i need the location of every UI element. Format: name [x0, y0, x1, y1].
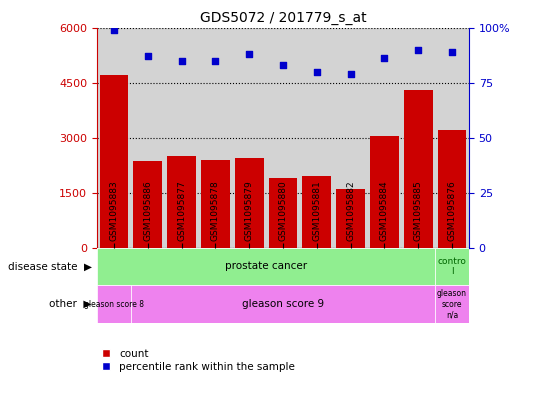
Point [448, 49, 457, 55]
FancyBboxPatch shape [131, 285, 435, 323]
Bar [167, 156, 196, 248]
Bar [438, 130, 466, 248]
Point [380, 55, 389, 61]
Bar [133, 162, 162, 248]
Bar [404, 90, 433, 248]
Text: prostate cancer: prostate cancer [225, 261, 307, 272]
FancyBboxPatch shape [435, 285, 469, 323]
Legend: count, percentile rank within the sample: count, percentile rank within the sample [102, 349, 295, 372]
FancyBboxPatch shape [435, 248, 469, 285]
Point [279, 62, 287, 68]
Point [313, 68, 321, 75]
Point [211, 57, 220, 64]
Point [143, 53, 152, 59]
Text: other  ▶: other ▶ [49, 299, 92, 309]
Text: contro
l: contro l [438, 257, 466, 276]
Bar [302, 176, 331, 248]
FancyBboxPatch shape [97, 285, 131, 323]
Text: gleason
score
n/a: gleason score n/a [437, 289, 467, 319]
Text: gleason score 9: gleason score 9 [242, 299, 324, 309]
Bar [100, 75, 128, 248]
Point [346, 71, 355, 77]
Text: gleason score 8: gleason score 8 [84, 300, 144, 309]
Bar [336, 189, 365, 248]
Point [109, 27, 118, 33]
Point [414, 46, 423, 53]
Bar [370, 136, 399, 248]
Bar [268, 178, 298, 248]
FancyBboxPatch shape [97, 248, 435, 285]
Text: disease state  ▶: disease state ▶ [8, 261, 92, 272]
Title: GDS5072 / 201779_s_at: GDS5072 / 201779_s_at [199, 11, 367, 25]
Bar [201, 160, 230, 248]
Point [177, 57, 186, 64]
Bar [235, 158, 264, 248]
Point [245, 51, 253, 57]
